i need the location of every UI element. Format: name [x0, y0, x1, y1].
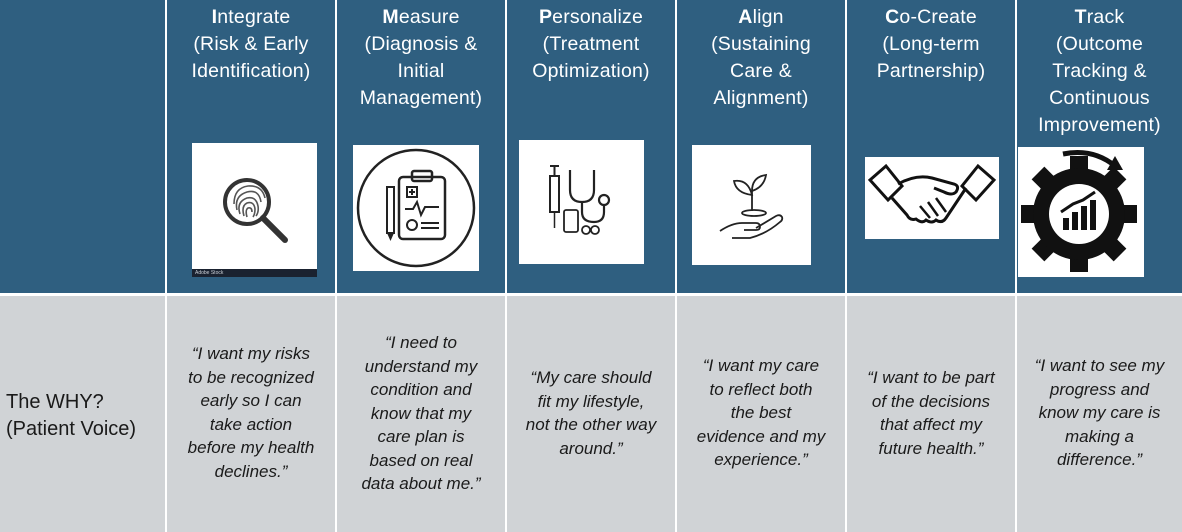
quote-cell-integrate: “I want my risks to be recognized early so… — [165, 293, 335, 532]
header-cell-align: Align (Sustaining Care & Alignment) — [675, 0, 845, 293]
hand-sprout-icon — [692, 145, 811, 265]
header-corner-cell — [0, 0, 165, 293]
header-cell-personalize: Personalize (Treatment Optimization) — [505, 0, 675, 293]
column-title: Co-Create (Long-term Partnership) — [876, 6, 986, 82]
row-label: The WHY? (Patient Voice) — [6, 391, 137, 440]
fingerprint-magnifier-icon: Adobe Stock — [192, 143, 317, 277]
row-label-cell — [0, 293, 165, 532]
header-cell-co-create: Co-Create (Long-term Partnership) — [845, 0, 1015, 293]
patient-quote: “I want my risks to be recognized early so… — [187, 344, 315, 481]
patient-quote: “I want my care to reflect both the best e… — [696, 356, 826, 469]
clipboard-chart-icon — [353, 145, 479, 271]
header-cell-measure: Measure (Diagnosis & Initial Management) — [335, 0, 505, 293]
column-title: Integrate (Risk & Early Identification) — [191, 6, 311, 82]
quote-cell-track: “I want to see my progress and know my car… — [1015, 293, 1182, 532]
handshake-icon — [865, 157, 999, 239]
gear-growth-icon — [1018, 147, 1144, 277]
stock-watermark: Adobe Stock — [192, 269, 317, 277]
column-title: Measure (Diagnosis & Initial Management) — [359, 6, 483, 109]
patient-quote: “I want to see my progress and know my car… — [1034, 356, 1165, 469]
column-title: Align (Sustaining Care & Alignment) — [711, 6, 811, 109]
patient-quote: “I want to be part of the decisions that a… — [867, 368, 995, 458]
column-title: Track (Outcome Tracking & Continuous Imp… — [1038, 6, 1161, 136]
medical-tools-icon — [519, 140, 644, 264]
column-title: Personalize (Treatment Optimization) — [532, 6, 650, 82]
patient-quote: “I need to understand my condition and kno… — [361, 333, 481, 493]
patient-quote: “My care should fit my lifestyle, not the … — [525, 368, 657, 458]
quote-cell-measure: “I need to understand my condition and kno… — [335, 293, 505, 532]
quote-cell-co-create: “I want to be part of the decisions that a… — [845, 293, 1015, 532]
quote-cell-align: “I want my care to reflect both the best e… — [675, 293, 845, 532]
quote-cell-personalize: “My care should fit my lifestyle, not the … — [505, 293, 675, 532]
header-cell-track: Track (Outcome Tracking & Continuous Imp… — [1015, 0, 1182, 293]
header-cell-integrate: Integrate (Risk & Early Identification) … — [165, 0, 335, 293]
